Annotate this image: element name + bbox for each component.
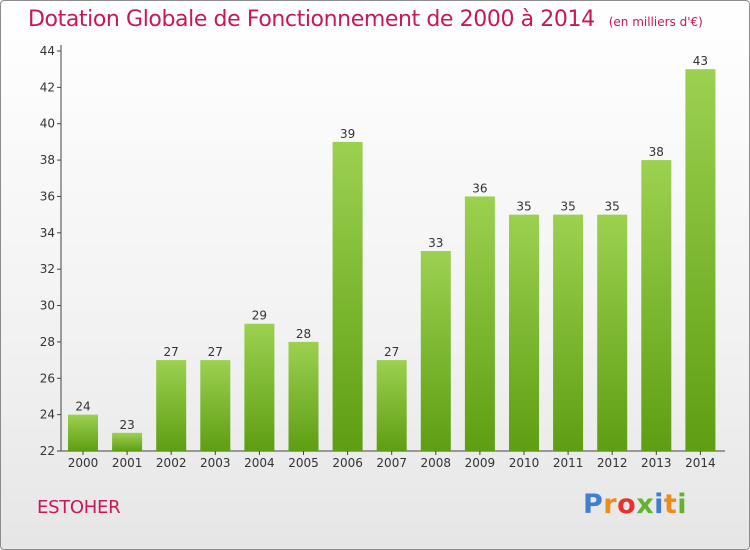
logo-letter: t — [663, 489, 678, 520]
bar-2001 — [112, 432, 143, 451]
x-tick-label-2000: 2000 — [68, 456, 99, 470]
x-tick-label-2009: 2009 — [465, 456, 496, 470]
y-tick-label: 44 — [40, 44, 55, 58]
bar-2006 — [332, 141, 363, 451]
y-tick-label: 40 — [40, 117, 55, 131]
bar-2011 — [553, 214, 584, 451]
data-label-2004: 29 — [252, 309, 267, 323]
data-label-2007: 27 — [384, 345, 399, 359]
bar-2002 — [156, 360, 187, 451]
commune-name: ESTOHER — [37, 497, 121, 518]
data-label-2002: 27 — [164, 345, 179, 359]
data-label-2003: 27 — [208, 345, 223, 359]
data-labels: 24 23 27 27 29 28 39 27 33 36 35 35 35 38 43 — [75, 54, 708, 432]
y-tick-label: 36 — [40, 189, 55, 203]
data-label-2001: 23 — [119, 418, 134, 432]
x-tick-label-2004: 2004 — [244, 456, 275, 470]
bar-2013 — [641, 160, 672, 451]
logo-letter: x — [636, 489, 655, 520]
y-tick-label: 34 — [40, 226, 55, 240]
y-tick-label: 22 — [40, 444, 55, 458]
data-label-2014: 43 — [693, 54, 708, 68]
x-axis: 2000 2001 2002 2003 2004 2005 2006 2007 2008 2009… — [61, 450, 725, 470]
x-tick-label-2003: 2003 — [200, 456, 231, 470]
x-tick-label-2011: 2011 — [553, 456, 584, 470]
bar-2007 — [376, 360, 407, 451]
y-tick-label: 30 — [40, 299, 55, 313]
x-tick-label-2008: 2008 — [421, 456, 452, 470]
logo-letter: r — [603, 489, 618, 520]
bar-2008 — [420, 251, 451, 451]
bar-2014 — [685, 69, 716, 451]
data-label-2000: 24 — [75, 400, 90, 414]
data-label-2011: 35 — [560, 200, 575, 214]
bar-2005 — [288, 341, 319, 451]
chart-subtitle: (en milliers d'€) — [608, 15, 703, 29]
data-label-2008: 33 — [428, 236, 443, 250]
bar-2004 — [244, 323, 275, 451]
bar-2000 — [68, 414, 98, 451]
data-label-2006: 39 — [340, 127, 355, 141]
bar-2012 — [597, 214, 628, 451]
chart-title-text: Dotation Globale de Fonctionnement de 20… — [28, 7, 595, 32]
data-label-2010: 35 — [516, 200, 531, 214]
data-label-2012: 35 — [605, 200, 620, 214]
bar-2010 — [509, 214, 539, 451]
data-label-2013: 38 — [649, 145, 664, 159]
x-tick-label-2005: 2005 — [288, 456, 319, 470]
y-tick-label: 26 — [40, 371, 55, 385]
x-tick-label-2006: 2006 — [332, 456, 363, 470]
x-tick-label-2007: 2007 — [376, 456, 407, 470]
y-tick-label: 42 — [40, 80, 55, 94]
y-tick-label: 38 — [40, 153, 55, 167]
x-tick-label-2014: 2014 — [685, 456, 716, 470]
logo-letter: o — [617, 489, 637, 520]
y-axis: 22 24 26 28 30 32 34 36 38 40 42 44 — [40, 44, 62, 458]
x-tick-label-2010: 2010 — [509, 456, 540, 470]
data-label-2005: 28 — [296, 327, 311, 341]
x-tick-label-2012: 2012 — [597, 456, 628, 470]
x-tick-label-2001: 2001 — [112, 456, 143, 470]
logo-letter: i — [654, 489, 664, 520]
chart-title: Dotation Globale de Fonctionnement de 20… — [28, 7, 703, 32]
bars — [68, 69, 716, 451]
data-label-2009: 36 — [472, 181, 487, 195]
x-tick-label-2013: 2013 — [641, 456, 672, 470]
y-tick-label: 32 — [40, 262, 55, 276]
y-tick-label: 28 — [40, 335, 55, 349]
y-tick-label: 24 — [40, 408, 55, 422]
logo-letter: i — [677, 489, 688, 520]
proxiti-logo[interactable]: Proxiti — [583, 489, 687, 520]
bar-2009 — [464, 196, 495, 451]
logo-letter: P — [583, 489, 604, 520]
x-tick-label-2002: 2002 — [156, 456, 187, 470]
bar-2003 — [200, 360, 231, 451]
